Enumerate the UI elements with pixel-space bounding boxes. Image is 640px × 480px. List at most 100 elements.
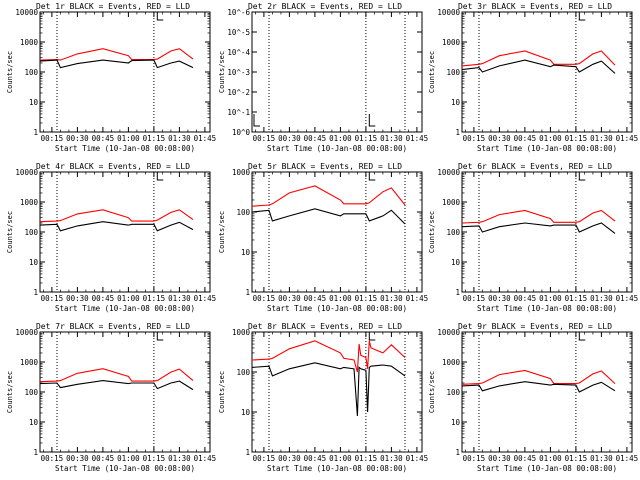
x-tick-label: 00:15: [41, 134, 64, 143]
x-axis-label: Start Time (10-Jan-08 00:08:00): [477, 304, 617, 313]
y-tick-label: 10^-3: [227, 68, 250, 77]
x-tick-label: 01:30: [168, 134, 191, 143]
top-bracket-marker: [368, 332, 376, 341]
x-tick-label: 00:45: [92, 294, 115, 303]
series-line-events: [39, 380, 194, 391]
x-tick-label: 00:45: [92, 454, 115, 463]
x-tick-label: 01:00: [539, 134, 562, 143]
series-line-events: [39, 59, 194, 69]
x-tick-label: 01:45: [406, 294, 429, 303]
y-tick-label: 10: [451, 418, 461, 427]
panel-title: Det 5r BLACK = Events, RED = LLD: [248, 162, 402, 171]
series-line-events: [461, 222, 616, 234]
x-tick-label: 01:30: [590, 134, 613, 143]
series-line-lld: [251, 185, 406, 207]
panel-title: Det 6r BLACK = Events, RED = LLD: [458, 162, 612, 171]
x-tick-label: 00:15: [253, 134, 276, 143]
x-tick-label: 01:45: [616, 134, 639, 143]
y-axis-label: Counts/sec: [428, 51, 436, 93]
series-line-lld: [461, 369, 616, 385]
x-axis-label: Start Time (10-Jan-08 00:08:00): [267, 464, 407, 473]
x-tick-label: 01:45: [194, 134, 217, 143]
y-tick-label: 10000: [437, 328, 460, 337]
series-line-events: [251, 208, 406, 225]
panel-title: Det 3r BLACK = Events, RED = LLD: [458, 2, 612, 11]
y-tick-label: 10^-6: [227, 8, 250, 17]
y-tick-label: 100: [446, 68, 460, 77]
x-tick-label: 00:15: [41, 454, 64, 463]
x-tick-label: 01:30: [380, 134, 403, 143]
plot-frame: [39, 11, 211, 133]
panel-3: Det 3r BLACK = Events, RED = LLD 1 10 100 10…: [428, 2, 638, 153]
panel-4: Det 4r BLACK = Events, RED = LLD 1 10 100 10…: [6, 162, 216, 313]
y-tick-label: 100: [446, 388, 460, 397]
x-tick-label: 01:30: [380, 454, 403, 463]
series-line-lld: [39, 48, 194, 61]
x-tick-label: 01:30: [590, 294, 613, 303]
panel-2: Det 2r BLACK = Events, RED = LLD 10^0 10^-…: [218, 2, 428, 153]
x-tick-label: 00:30: [66, 454, 89, 463]
y-tick-label: 1000: [20, 198, 39, 207]
panel-title: Det 7r BLACK = Events, RED = LLD: [36, 322, 190, 331]
series-line-lld: [461, 209, 616, 224]
x-tick-label: 01:15: [143, 134, 166, 143]
x-tick-label: 01:45: [406, 454, 429, 463]
y-tick-label: 1000: [442, 358, 461, 367]
x-tick-label: 00:45: [92, 134, 115, 143]
plot-frame: [461, 171, 633, 293]
plot-frame: [39, 331, 211, 453]
x-tick-label: 01:45: [194, 294, 217, 303]
y-tick-label: 10: [451, 258, 461, 267]
x-axis-label: Start Time (10-Jan-08 00:08:00): [477, 144, 617, 153]
x-tick-label: 01:15: [565, 134, 588, 143]
panel-1: Det 1r BLACK = Events, RED = LLD 1 10 100 10…: [6, 2, 216, 153]
x-tick-label: 01:15: [355, 134, 378, 143]
y-tick-label: 100: [236, 368, 250, 377]
top-bracket-marker: [368, 172, 376, 181]
x-tick-label: 00:15: [463, 294, 486, 303]
x-tick-label: 01:30: [168, 294, 191, 303]
x-tick-label: 00:45: [514, 454, 537, 463]
x-tick-label: 01:45: [616, 294, 639, 303]
y-tick-label: 10000: [437, 8, 460, 17]
y-tick-label: 1000: [20, 358, 39, 367]
x-tick-label: 01:00: [117, 134, 140, 143]
x-axis-label: Start Time (10-Jan-08 00:08:00): [477, 464, 617, 473]
plot-frame: [251, 171, 423, 293]
panel-title: Det 2r BLACK = Events, RED = LLD: [248, 2, 402, 11]
series-line-lld: [461, 50, 616, 67]
x-tick-label: 01:45: [194, 454, 217, 463]
y-axis-label: Counts/sec: [6, 371, 14, 413]
y-tick-label: 10: [29, 98, 39, 107]
x-tick-label: 01:15: [355, 294, 378, 303]
x-tick-label: 01:00: [329, 294, 352, 303]
x-tick-label: 01:15: [355, 454, 378, 463]
x-tick-label: 00:15: [253, 454, 276, 463]
x-tick-label: 01:45: [406, 134, 429, 143]
x-tick-label: 01:00: [329, 454, 352, 463]
y-axis-label: Counts/sec: [218, 371, 226, 413]
y-tick-label: 10: [29, 258, 39, 267]
series-line-lld: [39, 368, 194, 383]
x-tick-label: 00:45: [514, 134, 537, 143]
panel-9: Det 9r BLACK = Events, RED = LLD 1 10 100 10…: [428, 322, 638, 473]
y-tick-label: 10000: [15, 328, 38, 337]
y-tick-label: 10000: [15, 8, 38, 17]
x-tick-label: 01:30: [168, 454, 191, 463]
x-tick-label: 00:30: [66, 134, 89, 143]
y-tick-label: 1000: [20, 38, 39, 47]
y-tick-label: 10^-2: [227, 88, 250, 97]
y-tick-label: 1000: [232, 168, 251, 177]
x-axis-label: Start Time (10-Jan-08 00:08:00): [55, 144, 195, 153]
y-tick-label: 1000: [442, 38, 461, 47]
y-tick-label: 100: [24, 228, 38, 237]
plot-frame: [39, 171, 211, 293]
x-tick-label: 00:45: [304, 294, 327, 303]
series-line-events: [39, 221, 194, 232]
panel-8: Det 8r BLACK = Events, RED = LLD 1 10 100 10…: [218, 322, 428, 473]
y-tick-label: 1: [33, 448, 38, 457]
panel-title: Det 4r BLACK = Events, RED = LLD: [36, 162, 190, 171]
series-line-events: [461, 59, 616, 74]
y-tick-label: 100: [446, 228, 460, 237]
y-tick-label: 10000: [15, 168, 38, 177]
